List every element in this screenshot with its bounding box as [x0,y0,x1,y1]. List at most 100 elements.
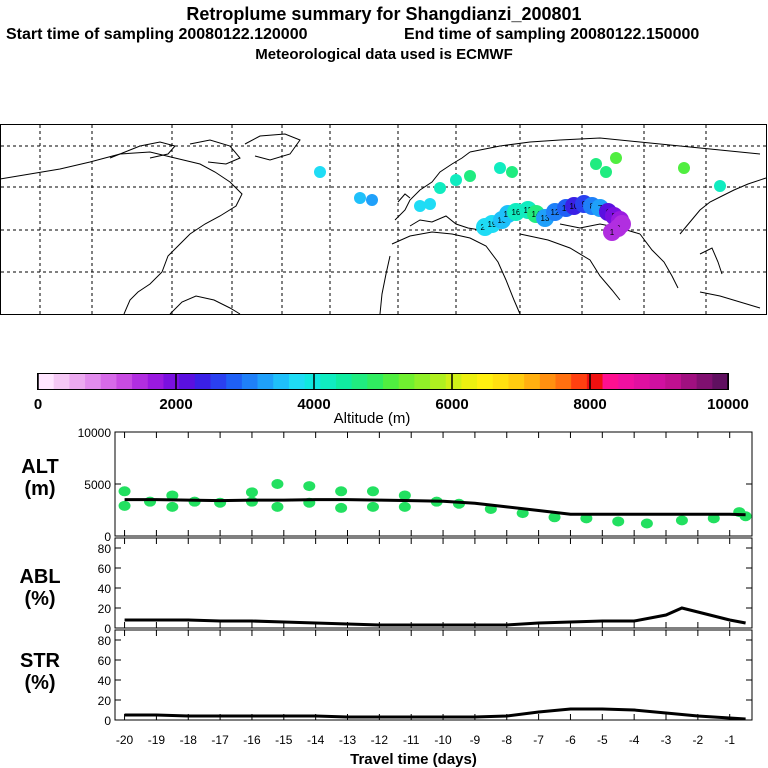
sampling-start-time: Start time of sampling 20080122.120000 [6,26,308,43]
y-tick-label: 80 [98,634,112,648]
colorbar-cell [383,374,400,389]
x-tick-label: -9 [470,733,481,747]
colorbar-cell [273,374,290,389]
colorbar-cell [555,374,572,389]
colorbar-cell [492,374,509,389]
colorbar-cell [132,374,149,389]
x-tick-label: -2 [693,733,704,747]
colorbar-tick-label: 4000 [297,396,330,413]
str-series-line [124,707,746,721]
alt-scatter-point [166,490,179,501]
colorbar-cell [712,374,729,389]
x-tick-label: -7 [533,733,544,747]
y-tick-label: 0 [104,530,111,544]
trail-marker [354,192,366,204]
retroplume-map: 2019181716151413121110987654321 [0,124,767,315]
x-tick-label: -16 [243,733,261,747]
alt-scatter-point [118,486,131,497]
colorbar-cell [351,374,368,389]
map-coastlines [0,133,767,315]
alt-scatter-point [548,512,561,523]
svg-text:16: 16 [512,208,521,217]
svg-text:10: 10 [570,202,579,211]
colorbar-cell [210,374,227,389]
colorbar-cell [335,374,353,389]
y-tick-label: 60 [98,654,112,668]
colorbar-cell [602,374,619,389]
colorbar-cell [53,374,70,389]
x-tick-label: -11 [403,733,420,747]
x-tick-label: -1 [724,733,735,747]
x-tick-label: -14 [307,733,325,747]
colorbar-cell [586,374,603,389]
colorbar-cell [69,374,86,389]
x-tick-label: -8 [501,733,512,747]
plume-markers: 2019181716151413121110987654321 [314,152,726,241]
alt-scatter-point [271,501,284,512]
y-tick-label: 20 [98,694,112,708]
y-tick-label: 10000 [78,426,112,440]
abl-panel-label: ABL (%) [19,566,61,610]
colorbar-cell [680,374,698,389]
x-tick-label: -20 [116,733,134,747]
x-tick-label: -13 [339,733,357,747]
colorbar-cell [445,374,462,389]
colorbar-tick-label: 0 [34,396,42,413]
colorbar-cell [85,374,102,389]
y-tick-label: 80 [98,542,112,556]
alt-scatter-point [335,486,348,497]
colorbar-cell [241,374,258,389]
colorbar-tick-label: 2000 [159,396,192,413]
alt-scatter-point [516,508,529,519]
alt-scatter-point [640,518,653,529]
alt-scatter-point [271,479,284,489]
alt-scatter-point [303,481,316,492]
alt-scatter-point [612,516,625,527]
x-tick-label: -3 [661,733,672,747]
y-tick-label: 0 [104,714,111,728]
alt-scatter-point [580,513,593,524]
y-tick-label: 40 [98,582,112,596]
x-tick-label: -5 [597,733,608,747]
alt-median-line [124,498,746,517]
colorbar-cell [633,374,650,389]
colorbar-cell [539,374,556,389]
colorbar-cell [508,374,525,389]
x-tick-label: -19 [148,733,166,747]
alt-scatter-point [398,490,411,501]
colorbar-cell [524,374,541,389]
chart-title: Retroplume summary for Shangdianzi_20080… [186,4,582,24]
trail-marker [590,158,602,170]
alt-scatter-point [366,501,379,512]
colorbar-cell [477,374,494,389]
y-tick-label: 40 [98,674,112,688]
met-data-label: Meteorological data used is ECMWF [255,46,513,63]
colorbar-cell [367,374,384,389]
alt-scatter-point [118,500,131,511]
colorbar-cell [226,374,243,389]
colorbar-cell [696,374,713,389]
trail-marker [610,152,622,164]
colorbar-cell [320,374,337,389]
alt-scatter-point [245,496,258,507]
alt-scatter-point [675,515,688,526]
x-tick-label: -15 [275,733,293,747]
x-tick-label: -4 [629,733,640,747]
colorbar-cell [38,374,55,389]
trail-marker [434,182,446,194]
altitude-colorbar: 0 2000 4000 6000 8000 10000 Altitude (m) [34,373,749,427]
alt-scatter-point [398,501,411,512]
x-tick-label: -12 [371,733,389,747]
abl-series-line [124,606,746,627]
colorbar-cell [257,374,274,389]
alt-scatter-point [707,513,720,524]
svg-text:1: 1 [610,228,615,237]
colorbar-cell [665,374,682,389]
colorbar-cell [398,374,415,389]
trail-marker [494,162,506,174]
colorbar-cell [461,374,478,389]
trail-marker [366,194,378,206]
str-panel-label: STR (%) [20,650,60,694]
colorbar-cell [194,374,211,389]
x-tick-label: -6 [565,733,576,747]
